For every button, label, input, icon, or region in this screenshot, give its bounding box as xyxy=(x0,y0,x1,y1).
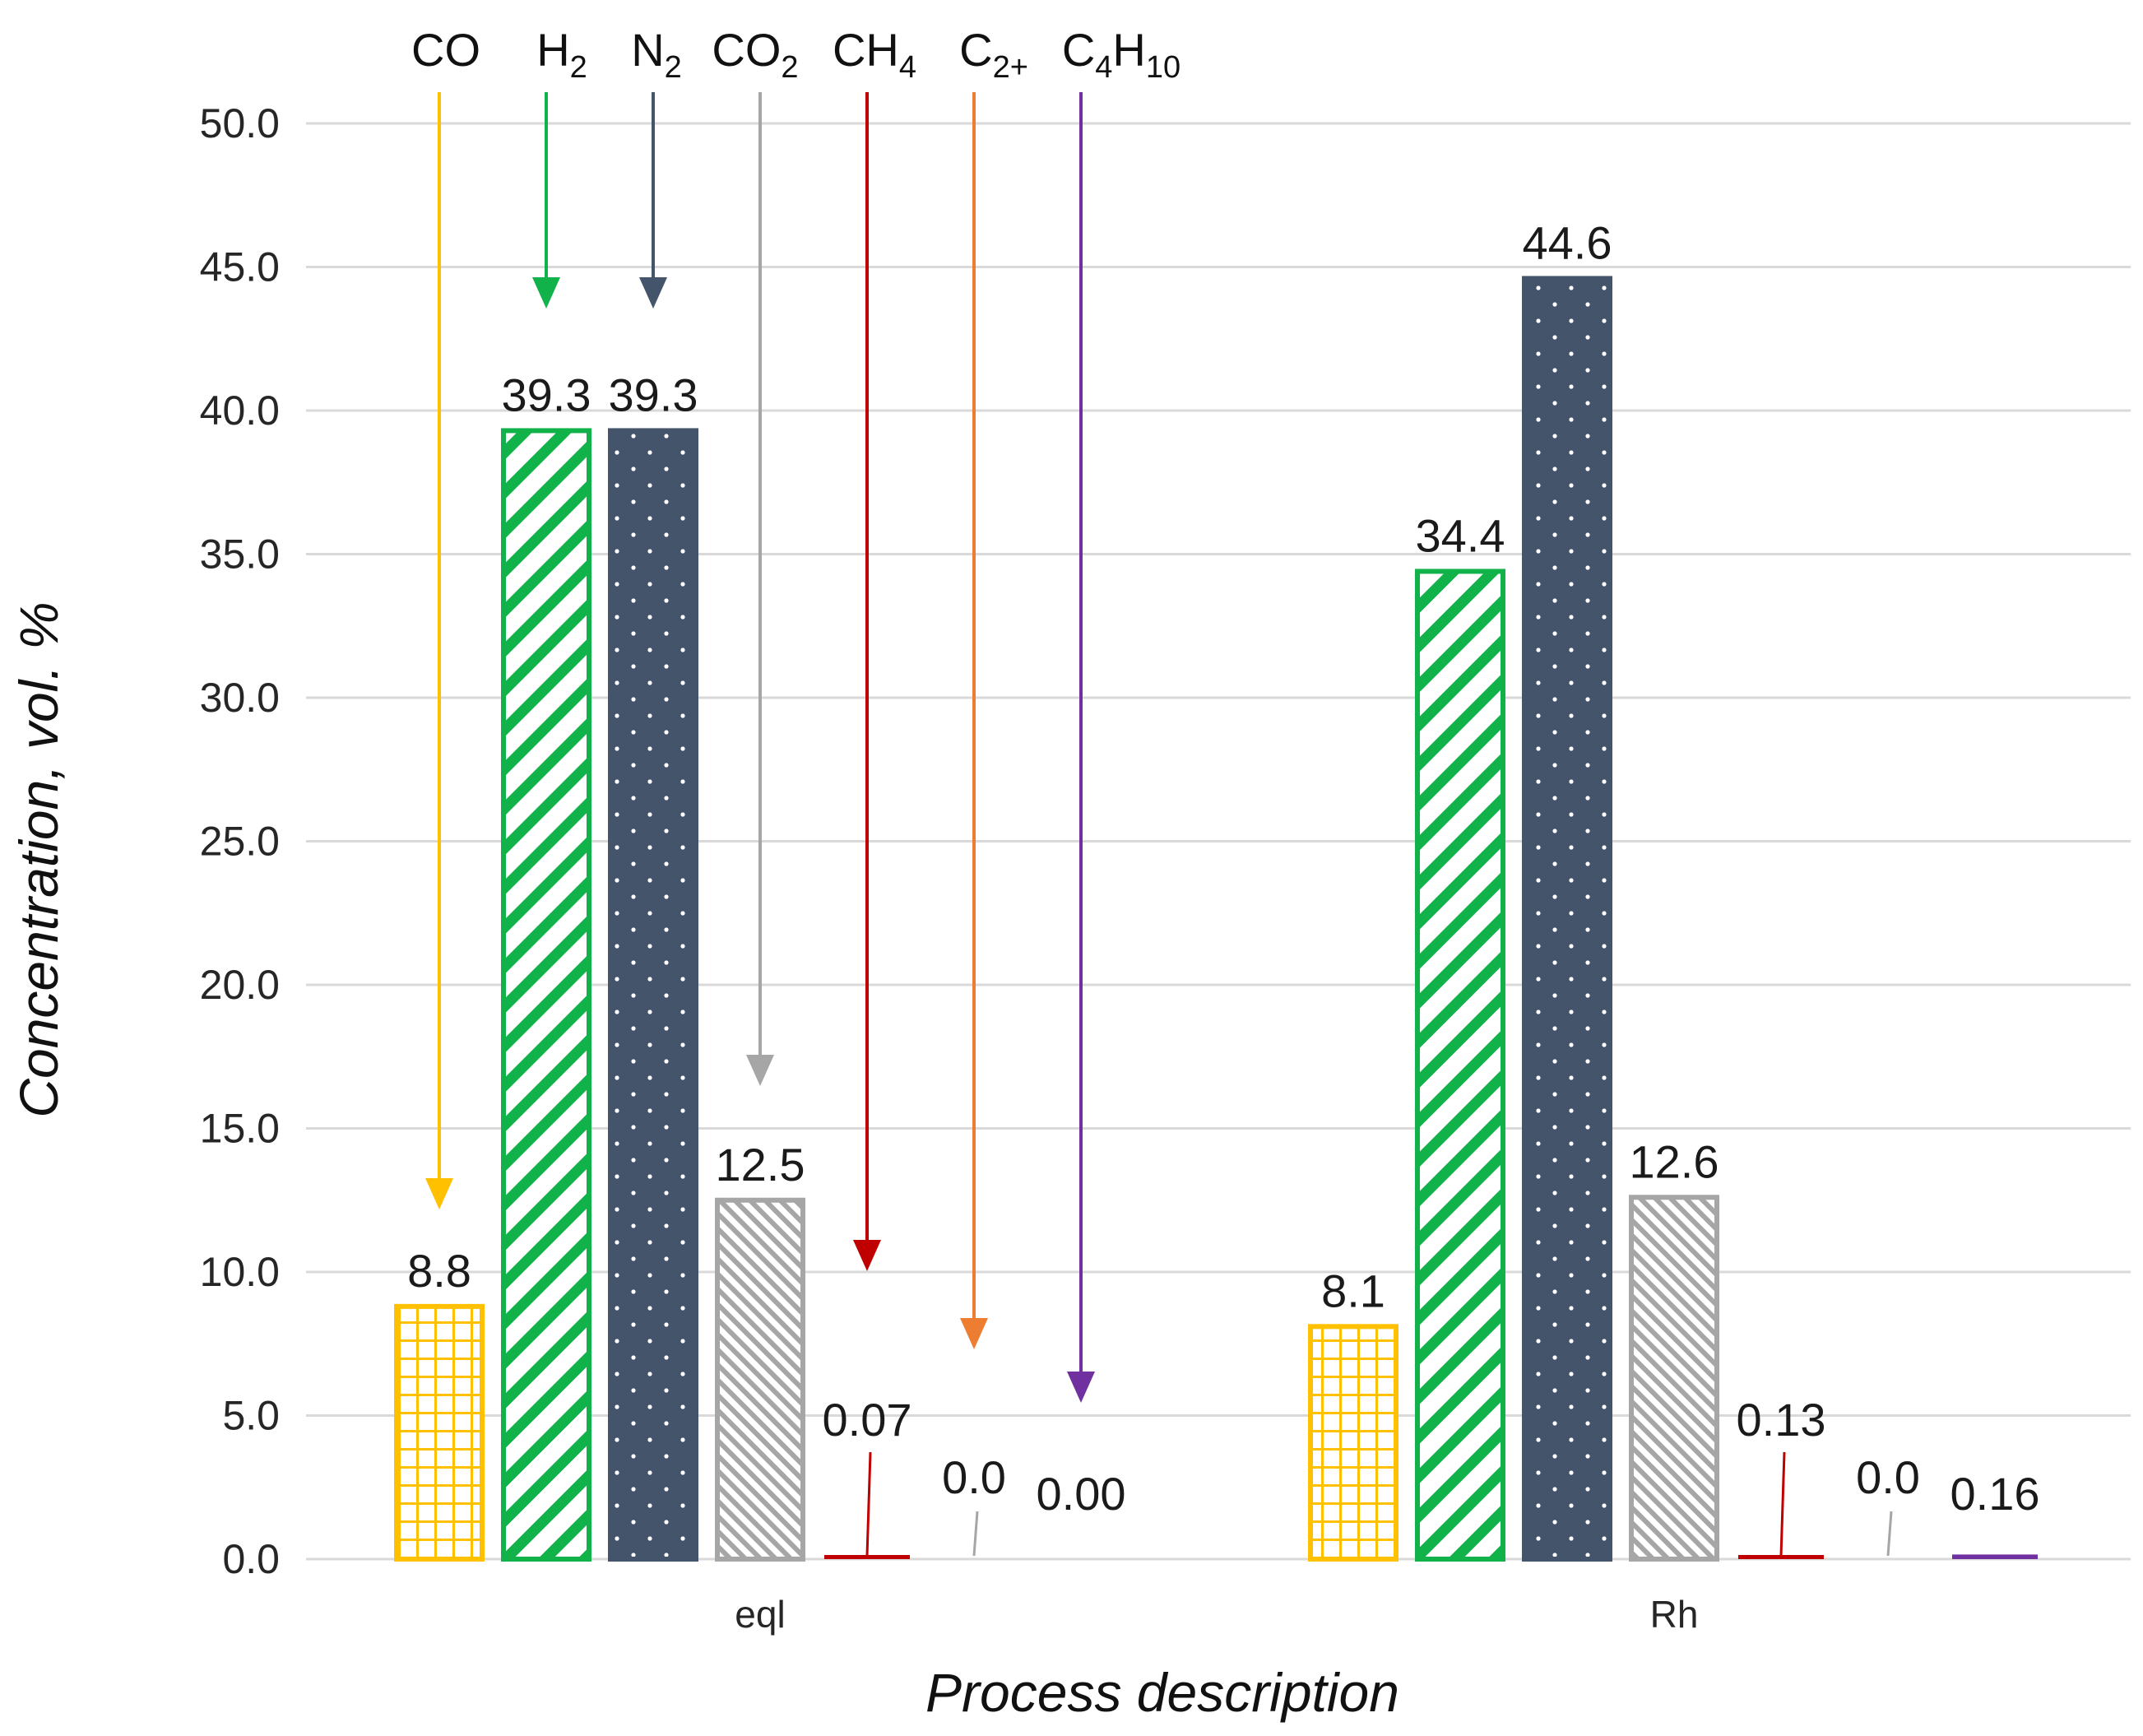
series-label-base: CO xyxy=(411,24,480,76)
bar-CO-eql xyxy=(394,1303,485,1562)
series-label-subscript: 4 xyxy=(899,50,916,85)
data-label-C2+-eql: 0.0 xyxy=(942,1451,1006,1503)
arrowhead-CO2 xyxy=(746,1055,774,1086)
y-tick-label: 0.0 xyxy=(222,1536,280,1582)
data-label-H2-Rh: 34.4 xyxy=(1416,509,1505,561)
bar-CH4-eql xyxy=(824,1555,910,1559)
bar-CO-Rh xyxy=(1308,1324,1399,1562)
bar-N2-eql xyxy=(608,428,698,1562)
series-label-CO2: CO2 xyxy=(712,24,798,85)
data-label-CO2-Rh: 12.6 xyxy=(1630,1135,1719,1187)
arrowhead-CO xyxy=(425,1178,453,1209)
category-label-Rh: Rh xyxy=(1650,1593,1699,1636)
y-tick-label: 35.0 xyxy=(200,531,280,578)
series-arrows xyxy=(425,92,1095,1403)
data-label-CO-Rh: 8.1 xyxy=(1321,1265,1385,1316)
series-label-subscript: 4 xyxy=(1095,50,1112,85)
data-label-C2+-Rh: 0.0 xyxy=(1856,1451,1920,1503)
y-axis-title: Concentration, vol. % xyxy=(8,601,69,1117)
bar-CO2-Rh xyxy=(1629,1195,1719,1562)
series-label-subscript: 10 xyxy=(1146,50,1181,85)
series-label-subscript: 2 xyxy=(781,50,798,85)
series-label-CO: CO xyxy=(411,24,480,76)
series-label-base: H xyxy=(1112,24,1145,76)
x-axis-title: Process description xyxy=(925,1662,1399,1723)
arrowhead-H2 xyxy=(532,277,560,309)
bar-H2-eql xyxy=(501,428,591,1562)
arrowhead-C2+ xyxy=(960,1318,988,1349)
y-tick-label: 30.0 xyxy=(200,675,280,721)
bar-CH4-Rh xyxy=(1738,1555,1824,1559)
leader-line xyxy=(1886,1511,1893,1557)
data-label-N2-eql: 39.3 xyxy=(609,369,698,420)
y-axis-ticks: 0.0 5.0 10.0 15.0 20.0 25.0 30.0 35.0 40.0 45.0 50… xyxy=(200,100,280,1582)
bars xyxy=(394,276,2038,1562)
series-label-C4H10: C4H10 xyxy=(1062,24,1181,85)
y-tick-label: 40.0 xyxy=(200,388,280,434)
series-label-subscript: 2 xyxy=(570,50,587,85)
bar-CO2-eql xyxy=(715,1197,805,1562)
data-label-CO2-eql: 12.5 xyxy=(716,1139,805,1191)
y-tick-label: 5.0 xyxy=(222,1393,280,1439)
arrowhead-CH4 xyxy=(853,1240,881,1271)
data-label-CH4-eql: 0.07 xyxy=(823,1394,912,1446)
arrowhead-C4H10 xyxy=(1067,1372,1095,1403)
series-label-C2+: C2+ xyxy=(959,24,1028,85)
series-label-base: N xyxy=(631,24,664,76)
y-tick-label: 25.0 xyxy=(200,819,280,865)
series-name-labels: CO H2 N2 CO2 CH4 C2+ C4H10 xyxy=(411,24,1181,85)
data-label-C4H10-eql: 0.00 xyxy=(1037,1468,1126,1520)
series-label-H2: H2 xyxy=(536,24,587,85)
leader-line xyxy=(865,1451,872,1557)
series-label-N2: N2 xyxy=(631,24,682,85)
data-label-CH4-Rh: 0.13 xyxy=(1737,1394,1826,1446)
series-label-base: CH xyxy=(833,24,899,76)
category-label-eql: eql xyxy=(735,1593,785,1636)
series-label-subscript: 2+ xyxy=(993,50,1028,85)
data-label-C4H10-Rh: 0.16 xyxy=(1951,1468,2040,1520)
bar-N2-Rh xyxy=(1522,276,1612,1562)
series-label-base: C xyxy=(1062,24,1095,76)
bar-H2-Rh xyxy=(1415,569,1505,1562)
y-tick-label: 45.0 xyxy=(200,244,280,290)
leader-line xyxy=(972,1511,979,1557)
series-label-base: CO xyxy=(712,24,781,76)
data-label-H2-eql: 39.3 xyxy=(502,369,591,420)
data-labels: 8.8 8.1 39.3 34.4 39.3 44.6 12.5 12.6 0.07 0.13 0.… xyxy=(407,216,2040,1557)
data-label-CO-eql: 8.8 xyxy=(407,1245,471,1297)
y-tick-label: 50.0 xyxy=(200,100,280,146)
y-tick-label: 15.0 xyxy=(200,1106,280,1152)
series-label-CH4: CH4 xyxy=(833,24,916,85)
bar-C4H10-Rh xyxy=(1952,1554,2038,1559)
y-tick-label: 20.0 xyxy=(200,962,280,1008)
leader-line xyxy=(1779,1451,1786,1557)
data-label-N2-Rh: 44.6 xyxy=(1523,216,1612,268)
series-label-base: C xyxy=(959,24,992,76)
arrowhead-N2 xyxy=(639,277,667,309)
series-label-base: H xyxy=(536,24,569,76)
y-tick-label: 10.0 xyxy=(200,1249,280,1295)
x-axis-category-labels: eql Rh xyxy=(735,1593,1698,1636)
series-label-subscript: 2 xyxy=(665,50,682,85)
